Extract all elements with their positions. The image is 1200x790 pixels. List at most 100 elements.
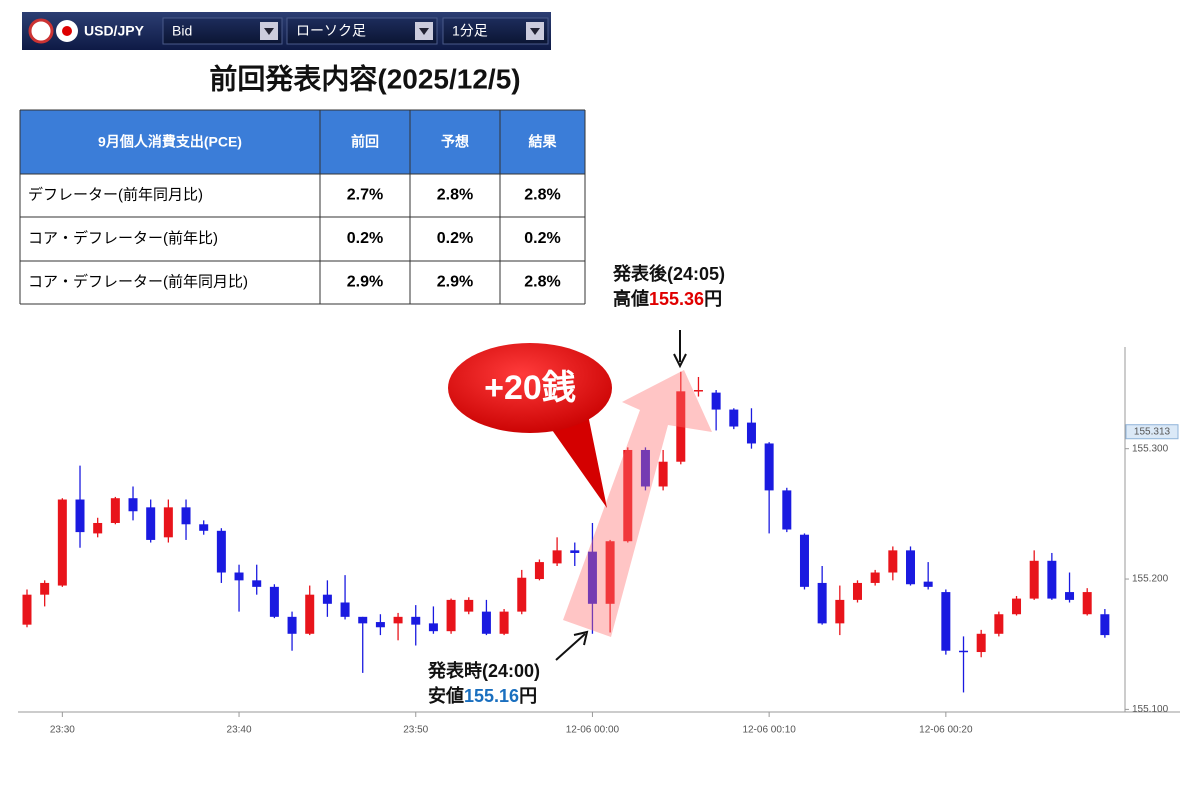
chart: 155.100 155.200 155.300 23:30 23:40 23:50 12-0…: [18, 347, 1180, 736]
candle-body: [393, 616, 403, 624]
table-cell: 0.2%: [524, 230, 560, 247]
candle-body: [676, 391, 686, 462]
us-flag: [28, 18, 54, 44]
candle-body: [764, 443, 774, 491]
candle-body: [1012, 598, 1022, 615]
pointer-head: [673, 353, 687, 369]
select-text[interactable]: ローソク足: [296, 23, 366, 39]
candle-body: [57, 499, 67, 586]
candle-body: [110, 498, 120, 523]
select[interactable]: ローソク足: [286, 17, 438, 45]
table-header: 予想: [441, 134, 469, 150]
candle-body: [640, 449, 650, 487]
candle-body: [835, 599, 845, 624]
table-header: 9月個人消費支出(PCE): [98, 134, 242, 150]
candle-body: [994, 614, 1004, 634]
table-cell: 2.9%: [437, 274, 473, 291]
select-text[interactable]: 1分足: [452, 23, 488, 39]
title: 前回発表内容(2025/12/5): [209, 62, 520, 94]
note-title: 発表時(24:00): [427, 660, 540, 681]
candle-body: [605, 541, 615, 604]
note-title: 発表後(24:05): [612, 263, 725, 284]
table-cell: 2.7%: [347, 187, 383, 204]
dropdown-arrow: [264, 28, 274, 35]
table-header: 前回: [351, 134, 379, 150]
note-price: 155.16: [464, 686, 519, 706]
candle-body: [570, 550, 580, 553]
candle-body: [75, 499, 85, 533]
select[interactable]: 1分足: [442, 17, 549, 45]
candle-body: [269, 586, 279, 617]
candle-body: [729, 409, 739, 427]
candle-body: [234, 572, 244, 581]
candle-body: [888, 550, 898, 573]
candle-body: [799, 534, 809, 587]
last-price-label: 155.313: [1134, 426, 1171, 437]
candle-body: [552, 550, 562, 564]
table-cell: 2.8%: [437, 187, 473, 204]
rise-arrow: [563, 370, 712, 637]
candle-body: [1029, 560, 1039, 599]
dropdown-arrow: [530, 28, 540, 35]
candle-body: [446, 599, 456, 632]
candle-body: [322, 594, 332, 604]
candle-body: [163, 507, 173, 538]
pointer-arrow: [555, 633, 586, 661]
dropdown-arrow: [419, 28, 429, 35]
note-price: 155.36: [649, 289, 704, 309]
pair: USD/JPY: [84, 23, 145, 39]
candle-body: [817, 582, 827, 624]
note-suffix: 円: [519, 686, 537, 706]
candle-body: [40, 582, 50, 595]
candle-body: [358, 616, 368, 624]
candle-body: [711, 392, 721, 410]
note-prefix: 高値: [613, 288, 649, 309]
candle-body: [693, 390, 703, 392]
select-text[interactable]: Bid: [172, 23, 192, 39]
table-cell: 2.9%: [347, 274, 383, 291]
candle-body: [1100, 614, 1110, 636]
candle-body: [870, 572, 880, 583]
x-tick-label: 23:40: [227, 725, 252, 736]
select[interactable]: Bid: [162, 17, 283, 45]
candle-body: [499, 611, 509, 634]
candle-body: [976, 633, 986, 653]
candle-body: [199, 524, 209, 531]
candle-body: [128, 498, 138, 512]
note-value: 高値155.36円: [613, 288, 722, 309]
x-tick-label: 23:50: [403, 725, 428, 736]
candle-body: [93, 522, 103, 534]
x-tick-label: 12-06 00:10: [742, 725, 796, 736]
candle-body: [658, 461, 668, 487]
table-header: 結果: [529, 134, 558, 150]
table-cell: 2.8%: [524, 187, 560, 204]
candle-body: [782, 490, 792, 530]
note-suffix: 円: [704, 289, 722, 309]
candle-body: [305, 594, 315, 634]
last-price-box: [1125, 424, 1179, 440]
candle-body: [146, 507, 156, 540]
candle-body: [852, 582, 862, 600]
candle-body: [1082, 592, 1092, 615]
candle-body: [923, 581, 933, 587]
select-box[interactable]: [286, 17, 438, 45]
candle-body: [587, 551, 597, 604]
x-tick-label: 12-06 00:00: [566, 725, 620, 736]
table-cell: コア・デフレーター(前年比): [28, 229, 218, 247]
candle-body: [1047, 560, 1057, 599]
y-tick-label: 155.300: [1132, 443, 1169, 454]
callout-bubble: [448, 343, 612, 433]
candle-body: [22, 594, 32, 625]
table-cell: デフレーター(前年同月比): [28, 185, 203, 203]
note-prefix: 安値: [428, 685, 464, 706]
table-cell: コア・デフレーター(前年同月比): [28, 272, 248, 290]
candle-body: [216, 530, 226, 573]
jp-flag-dot: [62, 26, 72, 36]
candle-body: [375, 622, 385, 628]
candle-body: [534, 562, 544, 580]
candle-body: [906, 550, 915, 585]
table-cell: 0.2%: [347, 230, 383, 247]
candle-body: [411, 616, 421, 625]
